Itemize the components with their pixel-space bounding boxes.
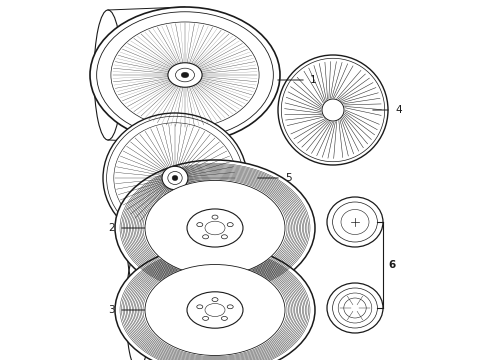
Ellipse shape [221, 235, 227, 239]
Ellipse shape [115, 245, 315, 360]
Ellipse shape [327, 197, 383, 247]
Text: 1: 1 [310, 75, 317, 85]
Ellipse shape [172, 175, 178, 181]
Ellipse shape [168, 63, 202, 87]
Ellipse shape [145, 265, 285, 355]
Text: 4: 4 [395, 105, 402, 115]
Text: 3: 3 [108, 305, 115, 315]
Ellipse shape [322, 99, 344, 121]
Ellipse shape [327, 283, 383, 333]
Ellipse shape [181, 72, 189, 78]
Ellipse shape [212, 215, 218, 219]
Text: 2: 2 [108, 223, 115, 233]
Ellipse shape [212, 298, 218, 302]
Ellipse shape [197, 222, 203, 227]
Ellipse shape [202, 316, 209, 320]
Ellipse shape [227, 222, 233, 227]
Ellipse shape [103, 113, 247, 243]
Ellipse shape [227, 305, 233, 309]
Ellipse shape [162, 166, 188, 190]
Ellipse shape [187, 292, 243, 328]
Ellipse shape [205, 221, 225, 235]
Text: 5: 5 [285, 173, 292, 183]
Ellipse shape [221, 316, 227, 320]
Ellipse shape [333, 202, 377, 242]
Ellipse shape [115, 160, 315, 296]
Ellipse shape [145, 180, 285, 276]
Ellipse shape [168, 171, 182, 185]
Text: 6: 6 [388, 260, 395, 270]
Ellipse shape [202, 235, 209, 239]
Ellipse shape [205, 303, 225, 316]
Ellipse shape [90, 7, 280, 143]
Ellipse shape [333, 288, 377, 328]
Ellipse shape [278, 55, 388, 165]
Ellipse shape [187, 209, 243, 247]
Ellipse shape [197, 305, 203, 309]
Ellipse shape [175, 68, 195, 82]
